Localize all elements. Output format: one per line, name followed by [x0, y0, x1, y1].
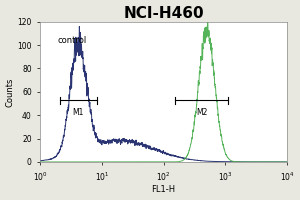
- Title: NCI-H460: NCI-H460: [123, 6, 204, 21]
- Text: M2: M2: [196, 108, 207, 117]
- Text: M1: M1: [73, 108, 84, 117]
- Y-axis label: Counts: Counts: [6, 77, 15, 107]
- Text: control: control: [57, 36, 87, 45]
- X-axis label: FL1-H: FL1-H: [152, 185, 176, 194]
